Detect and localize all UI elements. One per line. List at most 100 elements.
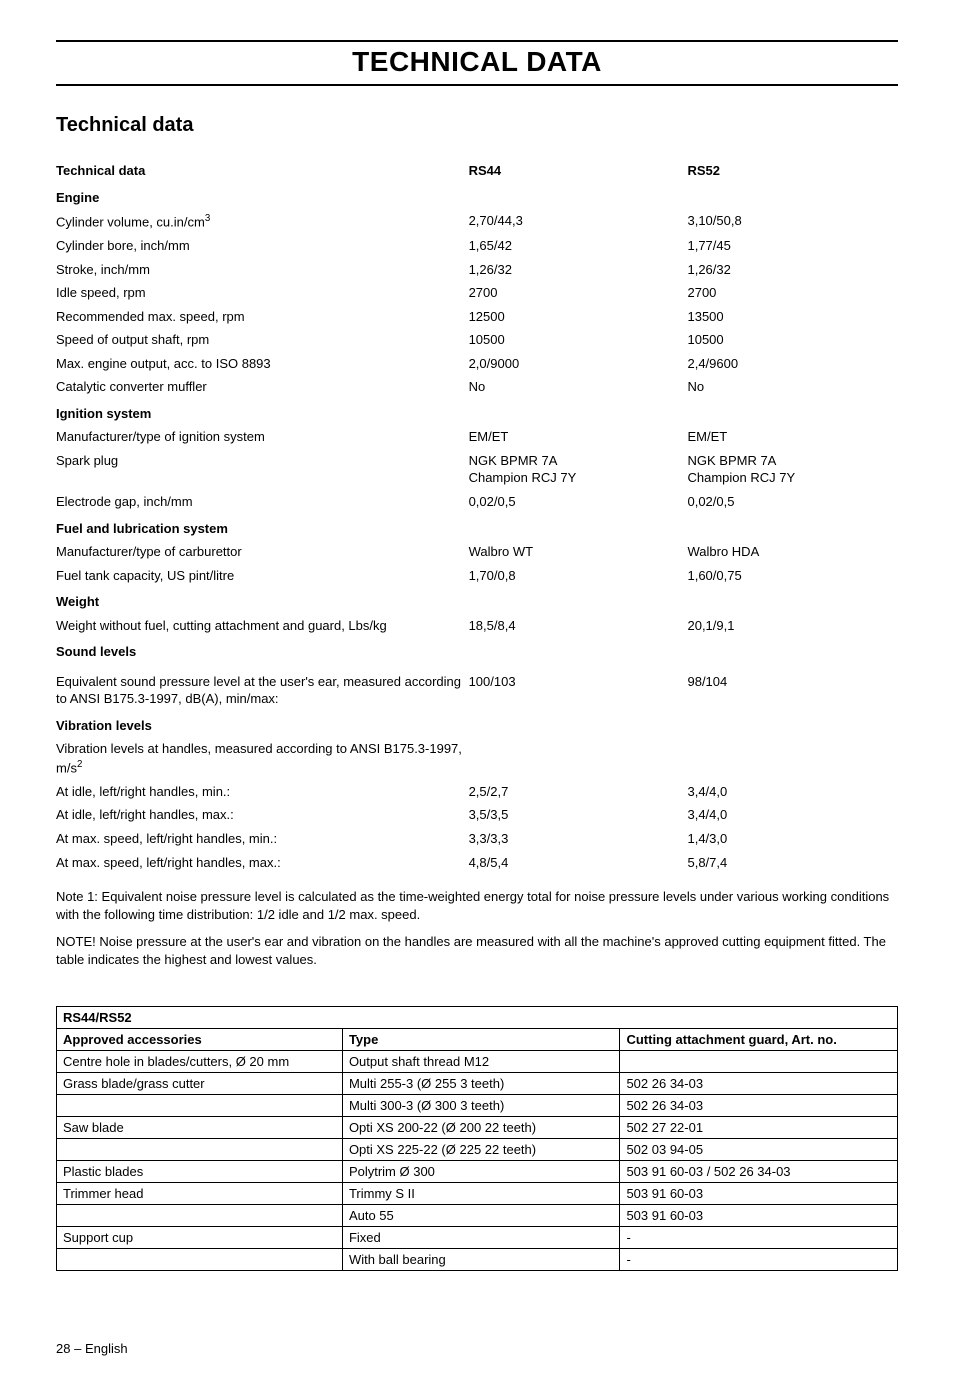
spec-label: Stroke, inch/mm (56, 258, 469, 282)
spec-row: Speed of output shaft, rpm1050010500 (56, 328, 898, 352)
spec-val-a: 3,3/3,3 (469, 827, 688, 851)
spec-header-row: Technical data RS44 RS52 (56, 159, 898, 183)
accessory-cell: Fixed (342, 1227, 620, 1249)
accessory-cell: 502 26 34-03 (620, 1073, 898, 1095)
spec-row: Recommended max. speed, rpm1250013500 (56, 305, 898, 329)
accessory-row: Plastic bladesPolytrim Ø 300503 91 60-03… (57, 1161, 898, 1183)
engine-header: Engine (56, 183, 898, 210)
spec-row: Spark plugNGK BPMR 7A Champion RCJ 7YNGK… (56, 449, 898, 490)
spec-row: At idle, left/right handles, min.:2,5/2,… (56, 780, 898, 804)
vibration-intro: Vibration levels at handles, measured ac… (56, 737, 469, 779)
acc-col-2: Cutting attachment guard, Art. no. (620, 1029, 898, 1051)
spec-row: Manufacturer/type of ignition systemEM/E… (56, 425, 898, 449)
spec-val-b: 13500 (687, 305, 898, 329)
spec-val-b: 3,4/4,0 (687, 803, 898, 827)
accessory-cell: Polytrim Ø 300 (342, 1161, 620, 1183)
accessory-cell: Multi 300-3 (Ø 300 3 teeth) (342, 1095, 620, 1117)
accessory-row: Auto 55503 91 60-03 (57, 1205, 898, 1227)
spec-label: Electrode gap, inch/mm (56, 490, 469, 514)
spec-label: Cylinder bore, inch/mm (56, 234, 469, 258)
spec-val-a: 0,02/0,5 (469, 490, 688, 514)
accessory-cell: Grass blade/grass cutter (57, 1073, 343, 1095)
accessory-cell: With ball bearing (342, 1249, 620, 1271)
accessory-cell: Saw blade (57, 1117, 343, 1139)
spec-val-a: EM/ET (469, 425, 688, 449)
spec-label: At max. speed, left/right handles, min.: (56, 827, 469, 851)
vibration-intro-pre: Vibration levels at handles, measured ac… (56, 741, 462, 775)
accessory-row: Centre hole in blades/cutters, Ø 20 mmOu… (57, 1051, 898, 1073)
spec-val-a: 1,70/0,8 (469, 564, 688, 588)
accessory-cell: 502 03 94-05 (620, 1139, 898, 1161)
spec-row: Fuel tank capacity, US pint/litre1,70/0,… (56, 564, 898, 588)
vibration-intro-sup: 2 (77, 759, 82, 770)
spec-label: Max. engine output, acc. to ISO 8893 (56, 352, 469, 376)
spec-val-b: No (687, 375, 898, 399)
page-footer: 28 – English (56, 1341, 898, 1356)
accessories-title: RS44/RS52 (57, 1007, 898, 1029)
spec-row: Max. engine output, acc. to ISO 88932,0/… (56, 352, 898, 376)
accessory-row: Grass blade/grass cutterMulti 255-3 (Ø 2… (57, 1073, 898, 1095)
spec-row: Catalytic converter mufflerNoNo (56, 375, 898, 399)
accessory-cell (57, 1095, 343, 1117)
spec-val-a: 2,0/9000 (469, 352, 688, 376)
spec-label: Idle speed, rpm (56, 281, 469, 305)
spec-val-b: EM/ET (687, 425, 898, 449)
spec-val-b: 98/104 (687, 670, 898, 711)
spec-val-b: 10500 (687, 328, 898, 352)
footer-page-number: 28 (56, 1341, 70, 1356)
spec-val-a: 12500 (469, 305, 688, 329)
spec-val-b: 1,60/0,75 (687, 564, 898, 588)
accessory-row: With ball bearing- (57, 1249, 898, 1271)
accessory-row: Saw bladeOpti XS 200-22 (Ø 200 22 teeth)… (57, 1117, 898, 1139)
fuel-header: Fuel and lubrication system (56, 514, 898, 541)
accessory-cell: 503 91 60-03 (620, 1205, 898, 1227)
spec-val-b: 3,4/4,0 (687, 780, 898, 804)
accessory-cell (57, 1139, 343, 1161)
spec-val-b: Walbro HDA (687, 540, 898, 564)
spec-header-col-a: RS44 (469, 159, 688, 183)
spec-val-a: 4,8/5,4 (469, 851, 688, 875)
spec-label: At max. speed, left/right handles, max.: (56, 851, 469, 875)
accessory-row: Multi 300-3 (Ø 300 3 teeth)502 26 34-03 (57, 1095, 898, 1117)
ignition-header: Ignition system (56, 399, 898, 426)
spec-val-b: 1,4/3,0 (687, 827, 898, 851)
spec-val-b: 20,1/9,1 (687, 614, 898, 638)
accessory-cell: 503 91 60-03 (620, 1183, 898, 1205)
spec-val-a: Walbro WT (469, 540, 688, 564)
accessory-row: Support cupFixed- (57, 1227, 898, 1249)
weight-header: Weight (56, 587, 898, 614)
spec-val-b: 2700 (687, 281, 898, 305)
spec-label: Recommended max. speed, rpm (56, 305, 469, 329)
vibration-header: Vibration levels (56, 711, 898, 738)
spec-val-b: NGK BPMR 7A Champion RCJ 7Y (687, 449, 898, 490)
page-title-bar: TECHNICAL DATA (56, 40, 898, 86)
footer-language: English (85, 1341, 128, 1356)
spec-row: Equivalent sound pressure level at the u… (56, 670, 898, 711)
spec-label: Weight without fuel, cutting attachment … (56, 614, 469, 638)
spec-label: Spark plug (56, 449, 469, 490)
spec-row: Cylinder volume, cu.in/cm32,70/44,33,10/… (56, 209, 898, 234)
spec-label: At idle, left/right handles, min.: (56, 780, 469, 804)
spec-row: Weight without fuel, cutting attachment … (56, 614, 898, 638)
accessory-cell: Multi 255-3 (Ø 255 3 teeth) (342, 1073, 620, 1095)
spec-val-a: 2700 (469, 281, 688, 305)
accessory-row: Opti XS 225-22 (Ø 225 22 teeth)502 03 94… (57, 1139, 898, 1161)
accessory-cell: Support cup (57, 1227, 343, 1249)
accessory-cell: 502 27 22-01 (620, 1117, 898, 1139)
accessories-header-row: Approved accessories Type Cutting attach… (57, 1029, 898, 1051)
spec-label: Manufacturer/type of carburettor (56, 540, 469, 564)
spec-label: Equivalent sound pressure level at the u… (56, 670, 469, 711)
accessory-cell: Trimmer head (57, 1183, 343, 1205)
acc-col-1: Type (342, 1029, 620, 1051)
section-title: Technical data (56, 114, 898, 137)
spec-val-a: 100/103 (469, 670, 688, 711)
spec-header-label: Technical data (56, 159, 469, 183)
accessory-cell: Opti XS 225-22 (Ø 225 22 teeth) (342, 1139, 620, 1161)
footer-dash: – (70, 1341, 84, 1356)
spec-table: Technical data RS44 RS52 Engine Cylinder… (56, 159, 898, 874)
spec-val-a: 1,65/42 (469, 234, 688, 258)
spec-val-b: 2,4/9600 (687, 352, 898, 376)
accessory-cell: Trimmy S II (342, 1183, 620, 1205)
accessory-cell: Output shaft thread M12 (342, 1051, 620, 1073)
spec-val-b: 3,10/50,8 (687, 209, 898, 234)
